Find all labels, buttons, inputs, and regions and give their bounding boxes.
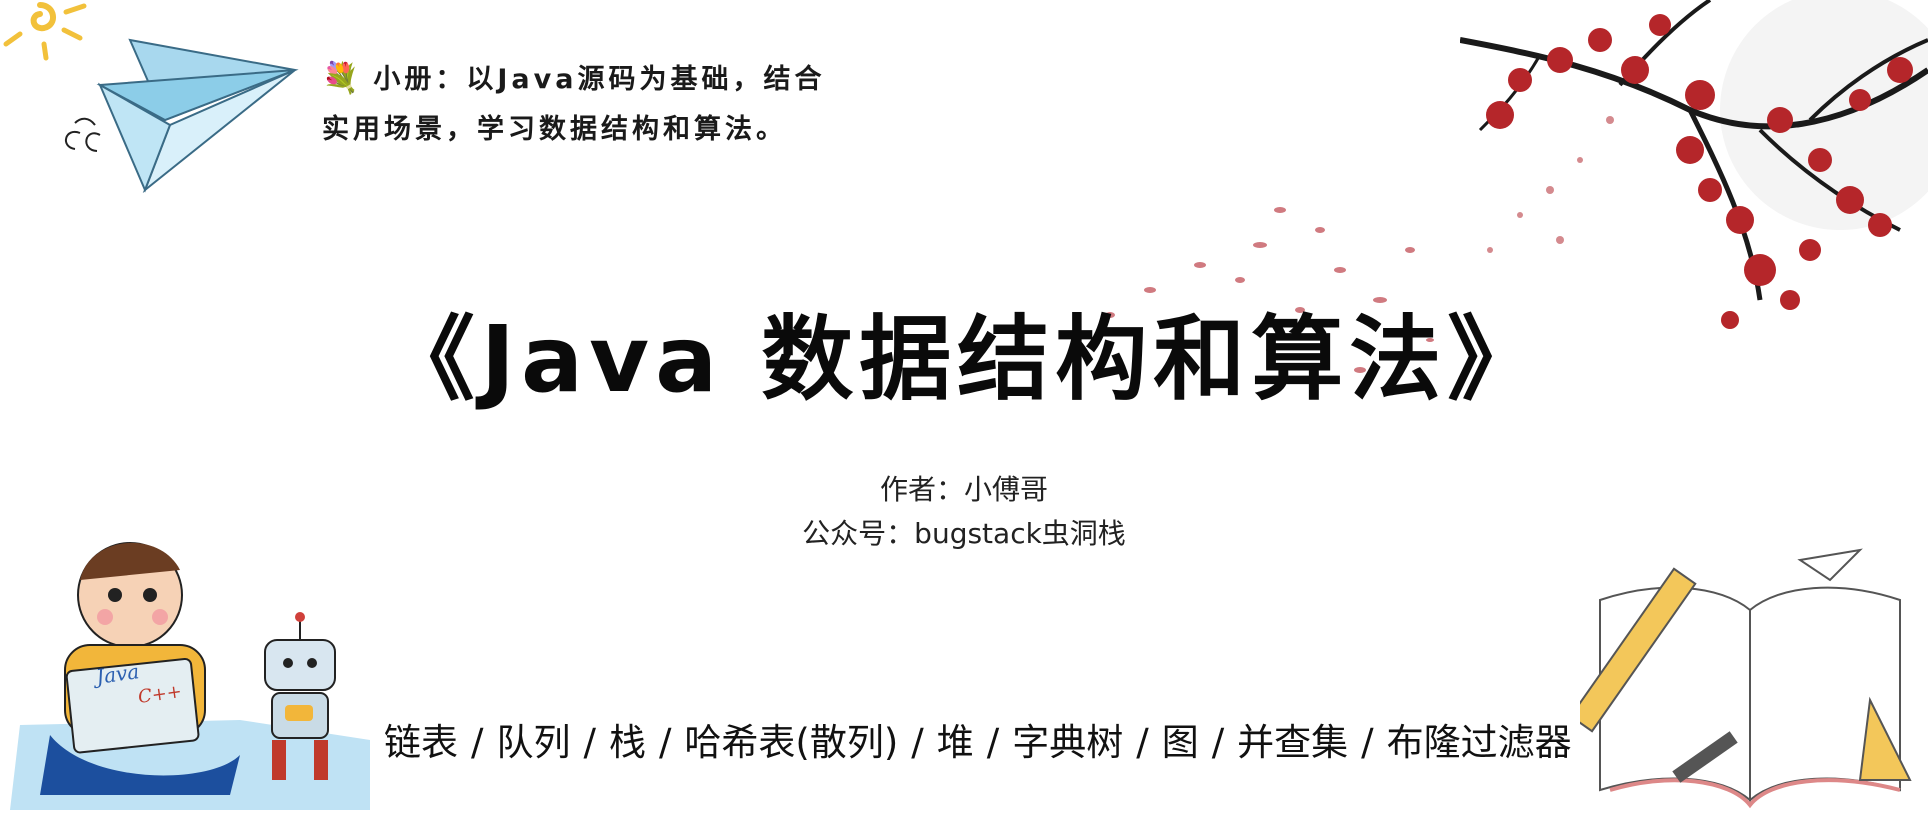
plum-blossom-branch-icon [1460, 0, 1928, 329]
paper-plane-icon [65, 38, 299, 194]
topic-separator: / [911, 721, 924, 764]
intro-text: 💐 小册：以Java源码为基础，结合 实用场景，学习数据结构和算法。 [322, 54, 882, 155]
topic-item: 字典树 [1012, 721, 1124, 764]
topics-bar: 链表 / 队列 / 栈 / 哈希表(散列) / 堆 / 字典树 / 图 / 并查集 / 布隆过滤器 [384, 712, 1784, 766]
boy-with-laptop-illustration [10, 542, 370, 810]
topic-item: 图 [1161, 721, 1199, 764]
topic-item: 布隆过滤器 [1386, 721, 1572, 764]
topic-item: 链表 [384, 721, 458, 764]
topic-separator: / [1211, 721, 1225, 764]
topic-item: 队列 [496, 721, 571, 764]
topic-separator: / [471, 721, 484, 764]
sun-icon [3, 2, 87, 61]
page-title: 《Java 数据结构和算法》 [382, 306, 1546, 413]
topic-separator: / [1361, 721, 1374, 764]
intro-line-1: 小册：以Java源码为基础，结合 [373, 64, 826, 95]
public-account: 公众号：bugstack虫洞栈 [802, 517, 1126, 550]
topic-separator: / [583, 721, 596, 764]
author-name: 作者：小傅哥 [879, 473, 1048, 506]
flower-bouquet-icon: 💐 [322, 61, 364, 96]
topic-item: 哈希表(散列) [684, 721, 899, 764]
topic-item: 栈 [608, 721, 646, 764]
falling-petals-icon [1105, 207, 1434, 373]
intro-line-2: 实用场景，学习数据结构和算法。 [322, 114, 787, 145]
open-book-ruler-illustration [1580, 548, 1912, 809]
topic-item: 堆 [936, 721, 974, 764]
topic-separator: / [986, 721, 1000, 764]
topic-separator: / [658, 721, 672, 764]
topic-item: 并查集 [1237, 721, 1349, 764]
topic-separator: / [1136, 721, 1149, 764]
author-block: 作者：小傅哥 公众号：bugstack虫洞栈 [0, 468, 1928, 556]
